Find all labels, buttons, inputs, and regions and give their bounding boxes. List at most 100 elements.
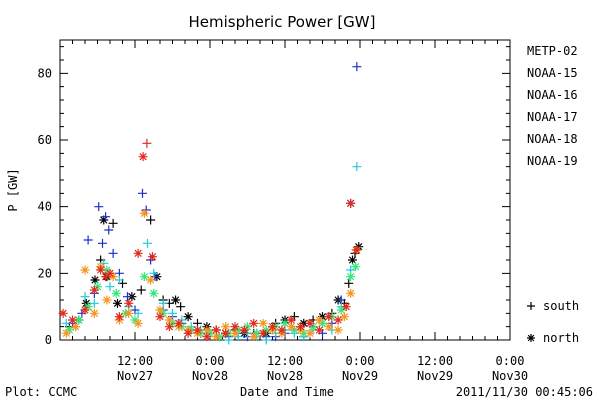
south-marker xyxy=(176,302,186,312)
y-axis-label: P [GW] xyxy=(6,168,20,211)
north-marker xyxy=(280,318,290,328)
south-marker xyxy=(108,248,118,258)
north-marker xyxy=(268,322,277,332)
north-marker xyxy=(90,275,100,285)
south-marker xyxy=(138,188,147,198)
legend-entry-noaa-17: NOAA-17 xyxy=(527,110,578,124)
north-marker xyxy=(348,255,357,265)
north-marker xyxy=(258,328,268,338)
north-marker xyxy=(138,152,148,162)
north-marker xyxy=(96,265,106,275)
north-marker xyxy=(113,298,122,308)
north-marker xyxy=(314,325,324,335)
south-marker xyxy=(133,308,143,318)
x-tick-date: Nov30 xyxy=(492,369,528,383)
legend-entry-noaa-19: NOAA-19 xyxy=(527,154,578,168)
north-marker xyxy=(155,305,165,315)
north-marker xyxy=(99,215,109,225)
north-marker xyxy=(336,305,346,315)
south-marker xyxy=(123,292,132,302)
north-marker xyxy=(61,328,71,338)
south-marker xyxy=(261,335,271,345)
north-marker xyxy=(146,275,156,285)
north-marker xyxy=(239,325,249,335)
north-marker xyxy=(346,198,356,208)
north-marker xyxy=(341,302,351,312)
south-marker xyxy=(89,298,99,308)
y-tick-label: 80 xyxy=(38,66,52,80)
south-marker xyxy=(61,318,71,328)
north-marker xyxy=(221,328,231,338)
north-marker xyxy=(183,312,193,322)
north-marker xyxy=(71,322,81,332)
south-marker xyxy=(143,238,152,248)
north-marker xyxy=(174,318,184,328)
north-marker xyxy=(314,315,324,325)
north-marker xyxy=(221,322,231,332)
marker-legend-symbol xyxy=(527,302,535,310)
north-marker xyxy=(80,305,90,315)
north-marker xyxy=(164,322,174,332)
south-marker xyxy=(80,292,90,302)
north-marker xyxy=(333,325,343,335)
tick-marks xyxy=(59,40,511,341)
south-marker xyxy=(158,298,168,308)
marker-legend-south: south xyxy=(543,299,579,313)
north-marker xyxy=(81,298,91,308)
north-marker xyxy=(133,318,143,328)
north-marker xyxy=(351,262,361,272)
north-marker xyxy=(148,252,157,262)
x-tick-date: Nov29 xyxy=(342,369,378,383)
north-marker xyxy=(324,322,334,332)
south-marker xyxy=(114,275,124,285)
north-marker xyxy=(296,322,306,332)
chart-title: Hemispheric Power [GW] xyxy=(189,13,376,31)
x-tick-labels: 12:00Nov270:00Nov2812:00Nov280:00Nov2912… xyxy=(117,354,528,383)
x-tick-date: Nov29 xyxy=(417,369,453,383)
legend-entry-metp-02: METP-02 xyxy=(527,44,578,58)
north-marker xyxy=(155,312,165,322)
y-tick-label: 60 xyxy=(38,133,52,147)
series-noaa-15 xyxy=(68,62,362,342)
south-marker xyxy=(108,218,118,228)
north-marker xyxy=(249,332,259,342)
footer-timestamp: 2011/11/30 00:45:06 xyxy=(456,385,593,399)
north-marker xyxy=(102,295,112,305)
south-marker xyxy=(104,225,114,235)
north-marker xyxy=(211,332,221,342)
south-marker xyxy=(352,62,362,72)
south-marker xyxy=(98,238,107,248)
marker-legend-north: north xyxy=(543,331,579,345)
y-tick-label: 20 xyxy=(38,266,52,280)
south-marker xyxy=(94,202,104,212)
south-marker xyxy=(149,268,159,278)
north-marker xyxy=(258,318,268,328)
x-tick-time: 0:00 xyxy=(496,354,525,368)
north-marker xyxy=(339,312,349,322)
north-marker xyxy=(202,325,212,335)
marker-legend-symbol xyxy=(527,334,535,342)
north-marker xyxy=(89,308,99,318)
south-marker xyxy=(105,282,115,292)
south-marker xyxy=(352,162,362,172)
north-marker xyxy=(346,288,356,298)
north-marker xyxy=(89,285,99,295)
legend-entry-noaa-16: NOAA-16 xyxy=(527,88,578,102)
y-tick-label: 0 xyxy=(45,333,52,347)
x-tick-date: Nov28 xyxy=(267,369,303,383)
north-marker xyxy=(286,322,296,332)
north-marker xyxy=(114,312,124,322)
north-marker xyxy=(101,272,111,282)
north-marker xyxy=(277,325,287,335)
footer-credit: Plot: CCMC xyxy=(5,385,77,399)
legend-entry-noaa-15: NOAA-15 xyxy=(527,66,578,80)
south-marker xyxy=(146,215,156,225)
north-marker xyxy=(346,272,356,282)
x-tick-date: Nov27 xyxy=(117,369,153,383)
north-marker xyxy=(249,318,259,328)
y-tick-label: 40 xyxy=(38,200,52,214)
north-marker xyxy=(183,328,193,338)
x-tick-time: 12:00 xyxy=(417,354,453,368)
north-marker xyxy=(80,265,90,275)
